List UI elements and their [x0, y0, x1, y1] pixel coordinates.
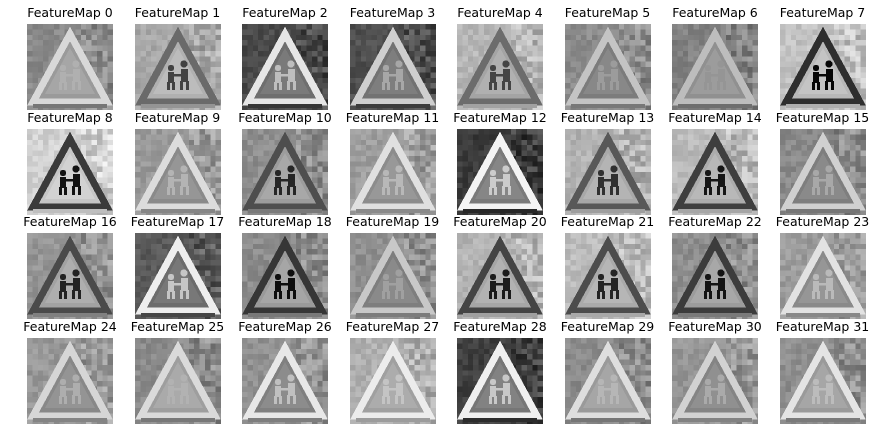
feature-map-title: FeatureMap 21 — [560, 214, 655, 229]
feature-map-image — [672, 24, 758, 110]
feature-map-title: FeatureMap 22 — [668, 214, 762, 229]
feature-map-title: FeatureMap 30 — [668, 318, 762, 334]
feature-map-panel: FeatureMap 15 — [776, 109, 869, 215]
feature-map-image — [672, 128, 758, 215]
feature-map-panel: FeatureMap 8 — [27, 109, 113, 215]
feature-map-panel: FeatureMap 17 — [131, 213, 224, 319]
feature-map-title: FeatureMap 13 — [560, 109, 655, 125]
feature-map-panel: FeatureMap 24 — [23, 318, 117, 424]
feature-map-title: FeatureMap 25 — [130, 318, 225, 334]
feature-map-title: FeatureMap 10 — [238, 109, 332, 125]
feature-map-grid: FeatureMap 0 FeatureMap 1 FeatureMap 2 Feat… — [23, 4, 869, 424]
feature-map-image — [242, 24, 328, 110]
feature-map-title: FeatureMap 2 — [242, 5, 328, 20]
feature-map-title: FeatureMap 28 — [453, 318, 547, 334]
feature-map-panel: FeatureMap 30 — [668, 318, 762, 424]
feature-map-panel: FeatureMap 3 — [349, 4, 436, 110]
feature-map-image — [134, 233, 221, 319]
feature-map-title: FeatureMap 15 — [775, 109, 870, 125]
feature-map-title: FeatureMap 29 — [560, 318, 655, 334]
feature-map-title: FeatureMap 19 — [345, 214, 440, 229]
feature-map-title: FeatureMap 9 — [134, 109, 221, 125]
feature-map-image — [134, 24, 221, 110]
feature-map-image — [779, 233, 866, 319]
feature-map-panel: FeatureMap 10 — [238, 109, 332, 215]
feature-map-image — [349, 337, 436, 424]
feature-map-panel: FeatureMap 25 — [131, 318, 224, 424]
feature-map-panel: FeatureMap 11 — [346, 109, 439, 215]
feature-map-image — [349, 233, 436, 319]
feature-map-panel: FeatureMap 4 — [457, 4, 543, 110]
feature-map-image — [779, 24, 866, 110]
feature-map-image — [134, 337, 221, 424]
feature-map-image — [672, 233, 758, 319]
feature-map-panel: FeatureMap 14 — [668, 109, 762, 215]
feature-map-panel: FeatureMap 22 — [668, 213, 762, 319]
feature-map-title: FeatureMap 8 — [27, 109, 113, 125]
feature-map-title: FeatureMap 0 — [27, 5, 113, 20]
feature-map-title: FeatureMap 6 — [672, 5, 758, 20]
feature-map-panel: FeatureMap 1 — [134, 4, 221, 110]
feature-map-panel: FeatureMap 9 — [134, 109, 221, 215]
feature-map-title: FeatureMap 11 — [345, 109, 440, 125]
feature-map-title: FeatureMap 23 — [775, 214, 870, 229]
feature-map-title: FeatureMap 1 — [134, 5, 221, 20]
feature-map-image — [564, 337, 651, 424]
feature-map-panel: FeatureMap 26 — [238, 318, 332, 424]
feature-map-panel: FeatureMap 18 — [238, 213, 332, 319]
feature-map-panel: FeatureMap 29 — [561, 318, 654, 424]
feature-map-image — [564, 128, 651, 215]
feature-map-panel: FeatureMap 16 — [23, 213, 117, 319]
feature-map-image — [349, 24, 436, 110]
feature-map-panel: FeatureMap 13 — [561, 109, 654, 215]
feature-map-panel: FeatureMap 28 — [453, 318, 547, 424]
feature-map-title: FeatureMap 20 — [453, 214, 547, 229]
feature-map-title: FeatureMap 3 — [349, 5, 436, 20]
feature-map-title: FeatureMap 12 — [453, 109, 547, 125]
feature-map-image — [349, 128, 436, 215]
feature-map-title: FeatureMap 14 — [668, 109, 762, 125]
feature-map-image — [779, 337, 866, 424]
feature-map-image — [27, 337, 113, 424]
feature-map-title: FeatureMap 31 — [775, 318, 870, 334]
feature-map-panel: FeatureMap 0 — [27, 4, 113, 110]
feature-map-panel: FeatureMap 6 — [672, 4, 758, 110]
feature-map-title: FeatureMap 4 — [457, 5, 543, 20]
feature-map-panel: FeatureMap 23 — [776, 213, 869, 319]
feature-map-panel: FeatureMap 21 — [561, 213, 654, 319]
feature-map-image — [564, 233, 651, 319]
feature-map-title: FeatureMap 26 — [238, 318, 332, 334]
feature-map-panel: FeatureMap 19 — [346, 213, 439, 319]
feature-map-image — [672, 337, 758, 424]
feature-map-image — [27, 233, 113, 319]
feature-map-image — [134, 128, 221, 215]
feature-map-title: FeatureMap 27 — [345, 318, 440, 334]
feature-map-image — [457, 337, 543, 424]
feature-map-image — [27, 128, 113, 215]
feature-map-panel: FeatureMap 27 — [346, 318, 439, 424]
feature-map-image — [242, 128, 328, 215]
feature-map-image — [457, 128, 543, 215]
feature-map-title: FeatureMap 17 — [130, 214, 225, 229]
feature-map-title: FeatureMap 18 — [238, 214, 332, 229]
feature-map-panel: FeatureMap 12 — [453, 109, 547, 215]
feature-map-image — [27, 24, 113, 110]
feature-map-panel: FeatureMap 7 — [779, 4, 866, 110]
feature-map-title: FeatureMap 16 — [23, 214, 117, 229]
feature-map-image — [457, 24, 543, 110]
feature-map-panel: FeatureMap 20 — [453, 213, 547, 319]
feature-map-image — [242, 233, 328, 319]
feature-map-title: FeatureMap 24 — [23, 318, 117, 334]
feature-map-image — [779, 128, 866, 215]
feature-map-panel: FeatureMap 5 — [564, 4, 651, 110]
feature-map-image — [564, 24, 651, 110]
feature-map-title: FeatureMap 7 — [779, 5, 866, 20]
feature-map-title: FeatureMap 5 — [564, 5, 651, 20]
feature-map-image — [242, 337, 328, 424]
feature-map-panel: FeatureMap 2 — [242, 4, 328, 110]
feature-map-panel: FeatureMap 31 — [776, 318, 869, 424]
feature-map-image — [457, 233, 543, 319]
